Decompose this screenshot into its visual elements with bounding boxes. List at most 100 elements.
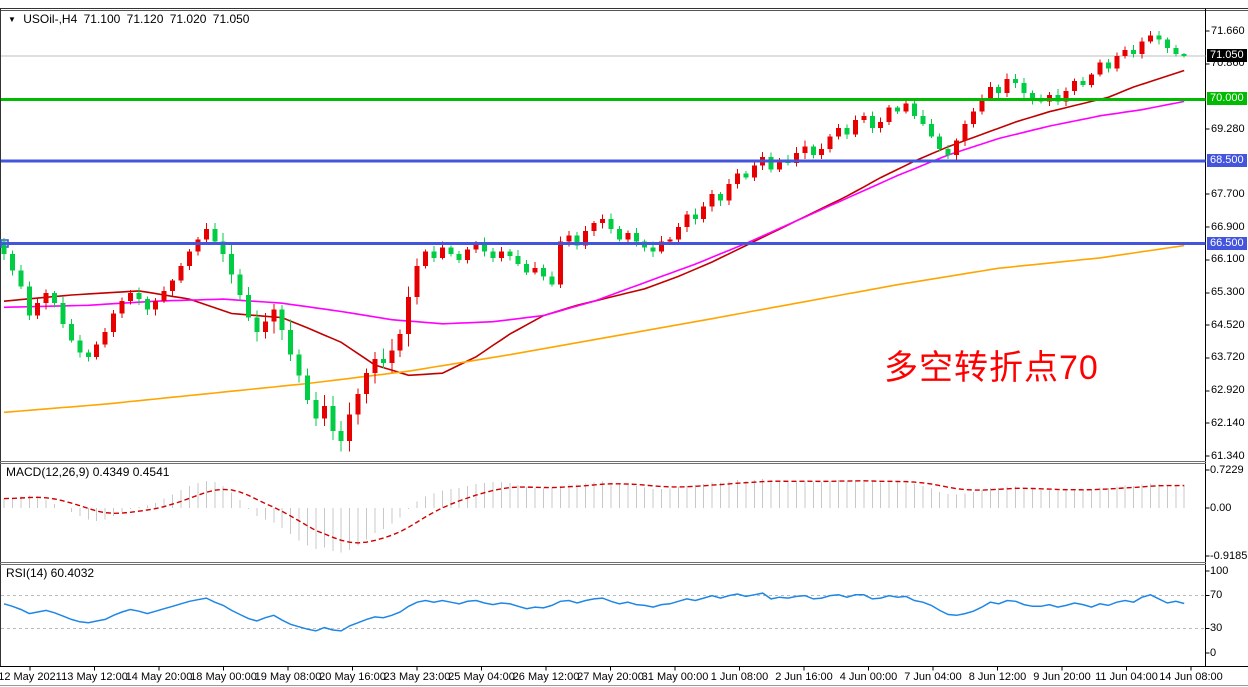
candle-body xyxy=(195,239,201,252)
candle-body xyxy=(532,268,538,273)
candle-body xyxy=(524,264,530,273)
candle-body xyxy=(60,303,66,324)
price-tick-label: 62.140 xyxy=(1211,416,1245,429)
candle-body xyxy=(406,297,412,335)
rsi-scale-label: 70 xyxy=(1210,589,1223,602)
time-axis-label: 1 Jun 08:00 xyxy=(710,671,769,683)
candle-body xyxy=(52,292,58,304)
candle-body xyxy=(186,251,192,267)
candle-body xyxy=(608,218,614,230)
candle-body xyxy=(490,251,496,258)
price-line-tag[interactable]: 66.500 xyxy=(1207,236,1247,250)
chart-title: ▼ USOil-,H4 71.100 71.120 71.020 71.050 xyxy=(8,12,252,26)
candle-body xyxy=(996,87,1002,94)
rsi-indicator-label: RSI(14) 60.4032 xyxy=(6,566,95,580)
candle-body xyxy=(288,329,294,355)
candle-body xyxy=(203,229,209,240)
candle-body xyxy=(827,136,833,149)
candle-body xyxy=(423,251,428,267)
annotation-text[interactable]: 多空转折点70 xyxy=(884,349,1099,387)
candle-body xyxy=(389,350,395,363)
candle-body xyxy=(465,249,471,260)
candle-body xyxy=(237,274,243,295)
rsi-scale-label: 0 xyxy=(1210,646,1217,659)
candle-body xyxy=(363,373,369,394)
candle-body xyxy=(810,146,816,155)
time-axis-label: 14 May 20:00 xyxy=(125,671,193,683)
candle-body xyxy=(1004,78,1010,94)
candle-body xyxy=(439,247,445,258)
candle-body xyxy=(35,303,41,316)
candle-body xyxy=(1139,41,1145,55)
candle-body xyxy=(372,358,378,374)
time-axis-label: 25 May 04:00 xyxy=(448,671,515,683)
candle-body xyxy=(726,183,732,201)
ma-slow-orange xyxy=(3,244,1185,414)
price-tick-label: 65.300 xyxy=(1211,286,1245,299)
candle-body xyxy=(1097,62,1103,75)
candle-body xyxy=(1173,47,1179,55)
candle-body xyxy=(1021,82,1027,94)
candle-body xyxy=(498,251,504,258)
candle-body xyxy=(111,313,117,333)
candle-body xyxy=(380,358,386,363)
candle-body xyxy=(279,309,285,330)
candle-body xyxy=(1080,80,1086,85)
time-axis-label: 23 May 23:00 xyxy=(383,671,451,683)
macd-signal-line xyxy=(3,480,1185,544)
candle-body xyxy=(1072,80,1078,92)
price-tick-label: 64.520 xyxy=(1211,318,1245,331)
time-axis-label: 19 May 08:00 xyxy=(254,671,322,683)
ohlc-high: 71.120 xyxy=(126,12,164,26)
candle-body xyxy=(911,103,917,116)
candle-body xyxy=(212,229,218,242)
candle-body xyxy=(507,251,513,256)
ohlc-low: 71.020 xyxy=(169,12,207,26)
time-axis-label: 12 May 2021 xyxy=(0,671,62,683)
candle-body xyxy=(945,148,951,155)
candle-body xyxy=(734,173,740,184)
symbol-dropdown-icon[interactable]: ▼ xyxy=(8,15,16,24)
candle-body xyxy=(667,239,673,242)
candle-body xyxy=(777,161,783,170)
candle-body xyxy=(751,165,757,178)
candle-body xyxy=(271,309,277,322)
price-tick-label: 71.660 xyxy=(1211,24,1245,37)
candle-body xyxy=(1122,49,1128,57)
ohlc-open: 71.100 xyxy=(83,12,121,26)
time-axis-label: 4 Jun 00:00 xyxy=(839,671,898,683)
price-line-tag[interactable]: 70.000 xyxy=(1207,92,1247,106)
candle-body xyxy=(262,321,268,333)
time-axis-label: 18 May 00:00 xyxy=(190,671,257,683)
candle-body xyxy=(119,301,125,314)
price-line-tag[interactable]: 68.500 xyxy=(1207,154,1247,168)
candle-body xyxy=(1131,49,1137,55)
time-axis-label: 8 Jun 12:00 xyxy=(968,671,1027,683)
candle-body xyxy=(701,206,707,219)
price-tick-label: 62.920 xyxy=(1211,384,1245,397)
candle-body xyxy=(254,317,260,333)
time-axis-label: 27 May 20:00 xyxy=(577,671,644,683)
candle-body xyxy=(43,292,49,304)
candle-body xyxy=(313,399,319,419)
candle-body xyxy=(869,115,875,129)
candle-body xyxy=(1181,54,1187,57)
candle-body xyxy=(659,241,665,252)
candle-body xyxy=(144,299,150,310)
candle-body xyxy=(928,124,934,137)
candle-body xyxy=(878,122,884,129)
price-line-tag[interactable]: 71.050 xyxy=(1207,49,1247,63)
candle-body xyxy=(448,247,454,254)
candle-body xyxy=(245,294,251,318)
candle-body xyxy=(541,268,547,277)
candle-body xyxy=(26,286,32,316)
candle-body xyxy=(1114,56,1120,69)
candle-body xyxy=(153,301,159,310)
candle-body xyxy=(178,266,184,281)
candle-body xyxy=(1156,35,1162,40)
candle-body xyxy=(836,128,842,137)
candle-body xyxy=(85,352,91,357)
candle-body xyxy=(793,152,799,164)
time-axis-label: 11 Jun 04:00 xyxy=(1095,671,1158,683)
